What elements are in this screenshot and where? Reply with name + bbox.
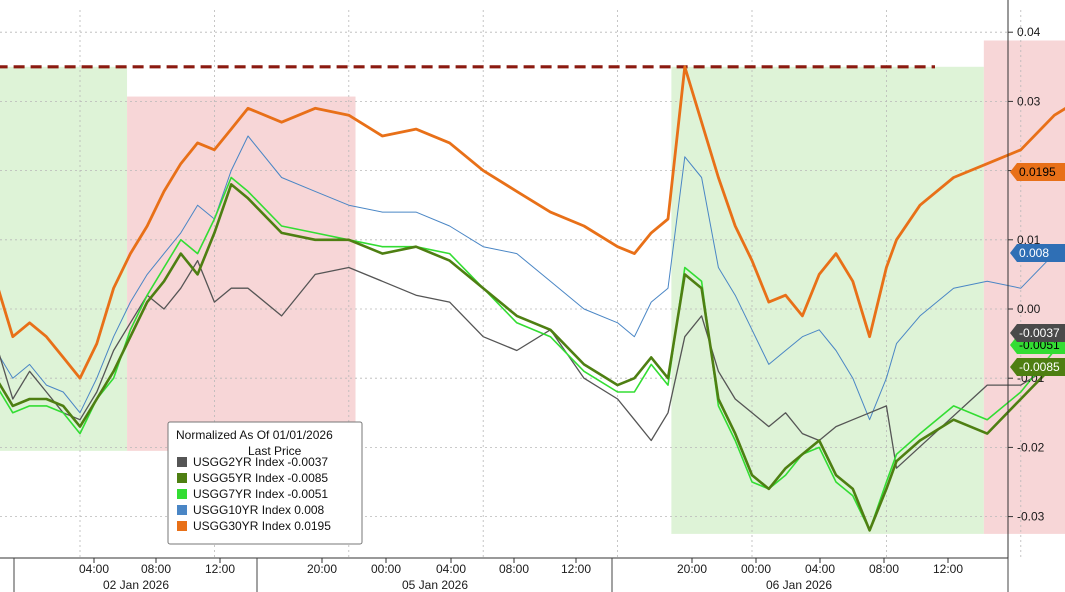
- last-value-tag-label-3: 0.008: [1019, 246, 1049, 260]
- last-value-tag-3: [1010, 244, 1065, 262]
- y-tick-label-0: 0.04: [1017, 25, 1041, 39]
- x-tick-label-2: 12:00: [205, 562, 235, 576]
- y-tick-label-4: 0.00: [1017, 302, 1041, 316]
- date-label-0: 02 Jan 2026: [103, 578, 169, 592]
- y-tick-label-1: 0.03: [1017, 94, 1041, 108]
- last-value-tag-label-1: -0.0085: [1019, 360, 1060, 374]
- last-value-tag-0: [1010, 324, 1065, 342]
- series-line-4: [0, 65, 1065, 380]
- legend-swatch-1: [177, 473, 187, 483]
- y-tick-label-3: 0.01: [1017, 233, 1041, 247]
- x-tick-label-5: 04:00: [436, 562, 466, 576]
- x-tick-label-0: 04:00: [79, 562, 109, 576]
- x-tick-label-6: 08:00: [499, 562, 529, 576]
- series-line-2: [0, 176, 1065, 532]
- legend-swatch-2: [177, 489, 187, 499]
- y-axis: 0.040.030.020.010.00-0.01-0.02-0.03: [1007, 0, 1045, 566]
- shaded-regions: [0, 40, 1065, 534]
- shaded-region-0: [0, 66, 128, 451]
- legend-series-value-3: 0.008: [294, 503, 324, 517]
- legend-series-value-4: 0.0195: [294, 519, 331, 533]
- legend-series-value-1: -0.0085: [287, 471, 328, 485]
- x-tick-label-10: 04:00: [805, 562, 835, 576]
- shaded-region-3: [983, 40, 1065, 534]
- x-axis: 04:00 08:00 12:00 20:00 00:00 04:00 08:00 12:00…: [0, 557, 1009, 592]
- legend-subtitle: Last Price: [248, 444, 302, 458]
- series-line-0: [0, 259, 1065, 469]
- legend-series-name-4: USGG30YR Index: [193, 519, 291, 533]
- series-lines: [0, 65, 1065, 532]
- x-tick-label-12: 12:00: [933, 562, 963, 576]
- x-tick-label-8: 20:00: [677, 562, 707, 576]
- x-tick-label-9: 00:00: [741, 562, 771, 576]
- x-tick-label-1: 08:00: [141, 562, 171, 576]
- last-value-tag-4: [1010, 163, 1065, 181]
- legend-series-name-1: USGG5YR Index: [193, 471, 284, 485]
- date-label-2: 06 Jan 2026: [766, 578, 832, 592]
- last-value-tag-1: [1010, 358, 1065, 376]
- date-label-1: 05 Jan 2026: [402, 578, 468, 592]
- series-line-1: [0, 183, 1065, 532]
- series-line-3: [0, 135, 1065, 421]
- legend-swatch-3: [177, 505, 187, 515]
- legend-series-name-3: USGG10YR Index: [193, 503, 291, 517]
- legend-series-name-2: USGG7YR Index: [193, 487, 284, 501]
- x-tick-label-4: 00:00: [371, 562, 401, 576]
- legend-title: Normalized As Of 01/01/2026: [176, 428, 333, 442]
- legend-swatch-4: [177, 521, 187, 531]
- legend-swatch-0: [177, 457, 187, 467]
- legend-series-value-0: -0.0037: [287, 455, 328, 469]
- y-tick-label-6: -0.02: [1017, 440, 1045, 454]
- last-value-tag-label-4: 0.0195: [1019, 165, 1056, 179]
- y-tick-label-7: -0.03: [1017, 510, 1045, 524]
- legend-series-name-0: USGG2YR Index: [193, 455, 284, 469]
- x-tick-label-3: 20:00: [307, 562, 337, 576]
- last-value-tag-label-0: -0.0037: [1019, 326, 1060, 340]
- x-tick-label-7: 12:00: [561, 562, 591, 576]
- legend-series-value-2: -0.0051: [287, 487, 328, 501]
- legend-box: [167, 421, 363, 545]
- x-tick-label-11: 08:00: [869, 562, 899, 576]
- gridlines: [0, 10, 1022, 558]
